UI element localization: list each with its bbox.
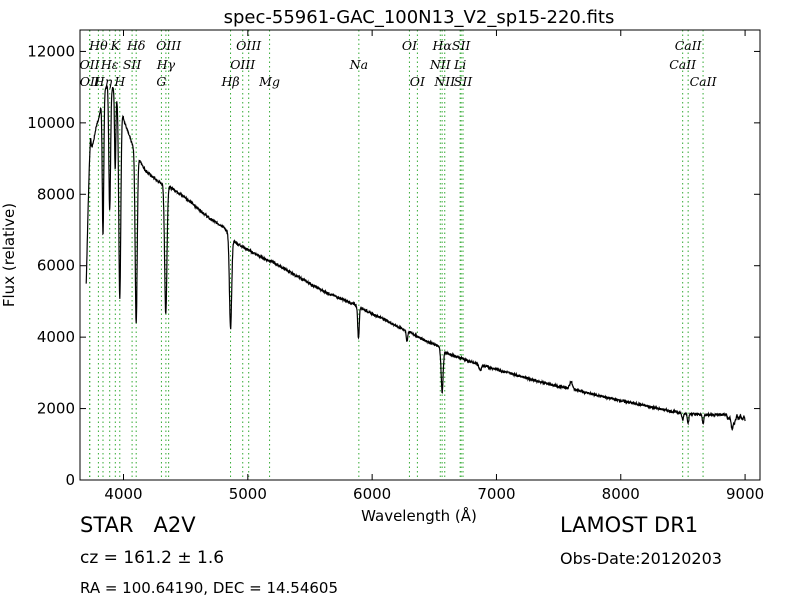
x-tick-label: 8000 [602, 485, 640, 503]
line-marker-label: Hθ [88, 38, 108, 53]
line-marker-labels: Hθ OII OII K Hε SII HHη Hδ OIII Hγ G OIII OIII Hβ Mg Na… [80, 38, 718, 89]
line-marker-label: OIII [230, 57, 256, 72]
plot-frame [79, 29, 761, 481]
line-marker-label: CaII [675, 38, 703, 53]
chart-title: spec-55961-GAC_100N13_V2_sp15-220.fits [224, 7, 615, 28]
line-marker-label: OIII [236, 38, 262, 53]
y-tick-label: 0 [65, 471, 75, 489]
x-tick-label: 9000 [726, 485, 764, 503]
object-class: A2V [153, 513, 196, 537]
line-marker-label: Mg [258, 74, 280, 89]
line-markers [89, 30, 704, 480]
line-marker-label: NII [433, 74, 456, 89]
line-marker-label: SII [454, 74, 474, 89]
line-marker-label: Hη [93, 74, 113, 89]
y-axis-label: Flux (relative) [0, 203, 18, 307]
spectrum-line [85, 84, 746, 432]
object-type: STAR [80, 513, 134, 537]
y-tick-label: 8000 [37, 185, 75, 203]
line-marker-label: H [113, 74, 126, 89]
line-marker-label: OI [410, 74, 426, 89]
survey-name: LAMOST DR1 [560, 513, 699, 537]
y-tick-label: 12000 [27, 42, 75, 60]
x-tick-label: 7000 [477, 485, 515, 503]
line-marker-label: SII [123, 57, 143, 72]
y-tick-label: 2000 [37, 400, 75, 418]
observation-date: Obs-Date:20120203 [560, 549, 722, 568]
line-marker-label: Hβ [220, 74, 239, 89]
line-marker-label: CaII [690, 74, 718, 89]
line-marker-label: OII [80, 57, 101, 72]
line-marker-label: Hε [100, 57, 119, 72]
line-marker-label: OII [80, 74, 101, 89]
x-axis: 4000 5000 6000 7000 8000 9000 [104, 30, 764, 503]
line-marker-label: Hδ [126, 38, 145, 53]
line-marker-label: Li [453, 57, 466, 72]
y-tick-label: 6000 [37, 257, 75, 275]
object-classification: STAR A2V [80, 513, 196, 537]
ra-dec: RA = 100.64190, DEC = 14.54605 [80, 579, 339, 597]
x-tick-label: 5000 [229, 485, 267, 503]
x-tick-label: 4000 [104, 485, 142, 503]
y-tick-label: 10000 [27, 114, 75, 132]
line-marker-label: Na [349, 57, 368, 72]
line-marker-label: K [110, 38, 121, 53]
x-tick-label: 6000 [353, 485, 391, 503]
x-axis-label: Wavelength (Å) [361, 506, 477, 525]
line-marker-label: SII [452, 38, 472, 53]
line-marker-label: Hγ [156, 57, 176, 72]
line-marker-label: Hα [431, 38, 452, 53]
y-axis: 0 2000 4000 6000 8000 10000 12000 [27, 42, 760, 489]
line-marker-label: OIII [156, 38, 182, 53]
line-marker-label: OI [402, 38, 418, 53]
line-marker-label: CaII [669, 57, 697, 72]
y-tick-label: 4000 [37, 328, 75, 346]
line-marker-label: G [156, 74, 166, 89]
line-marker-label: NII [429, 57, 452, 72]
redshift-cz: cz = 161.2 ± 1.6 [80, 548, 225, 568]
